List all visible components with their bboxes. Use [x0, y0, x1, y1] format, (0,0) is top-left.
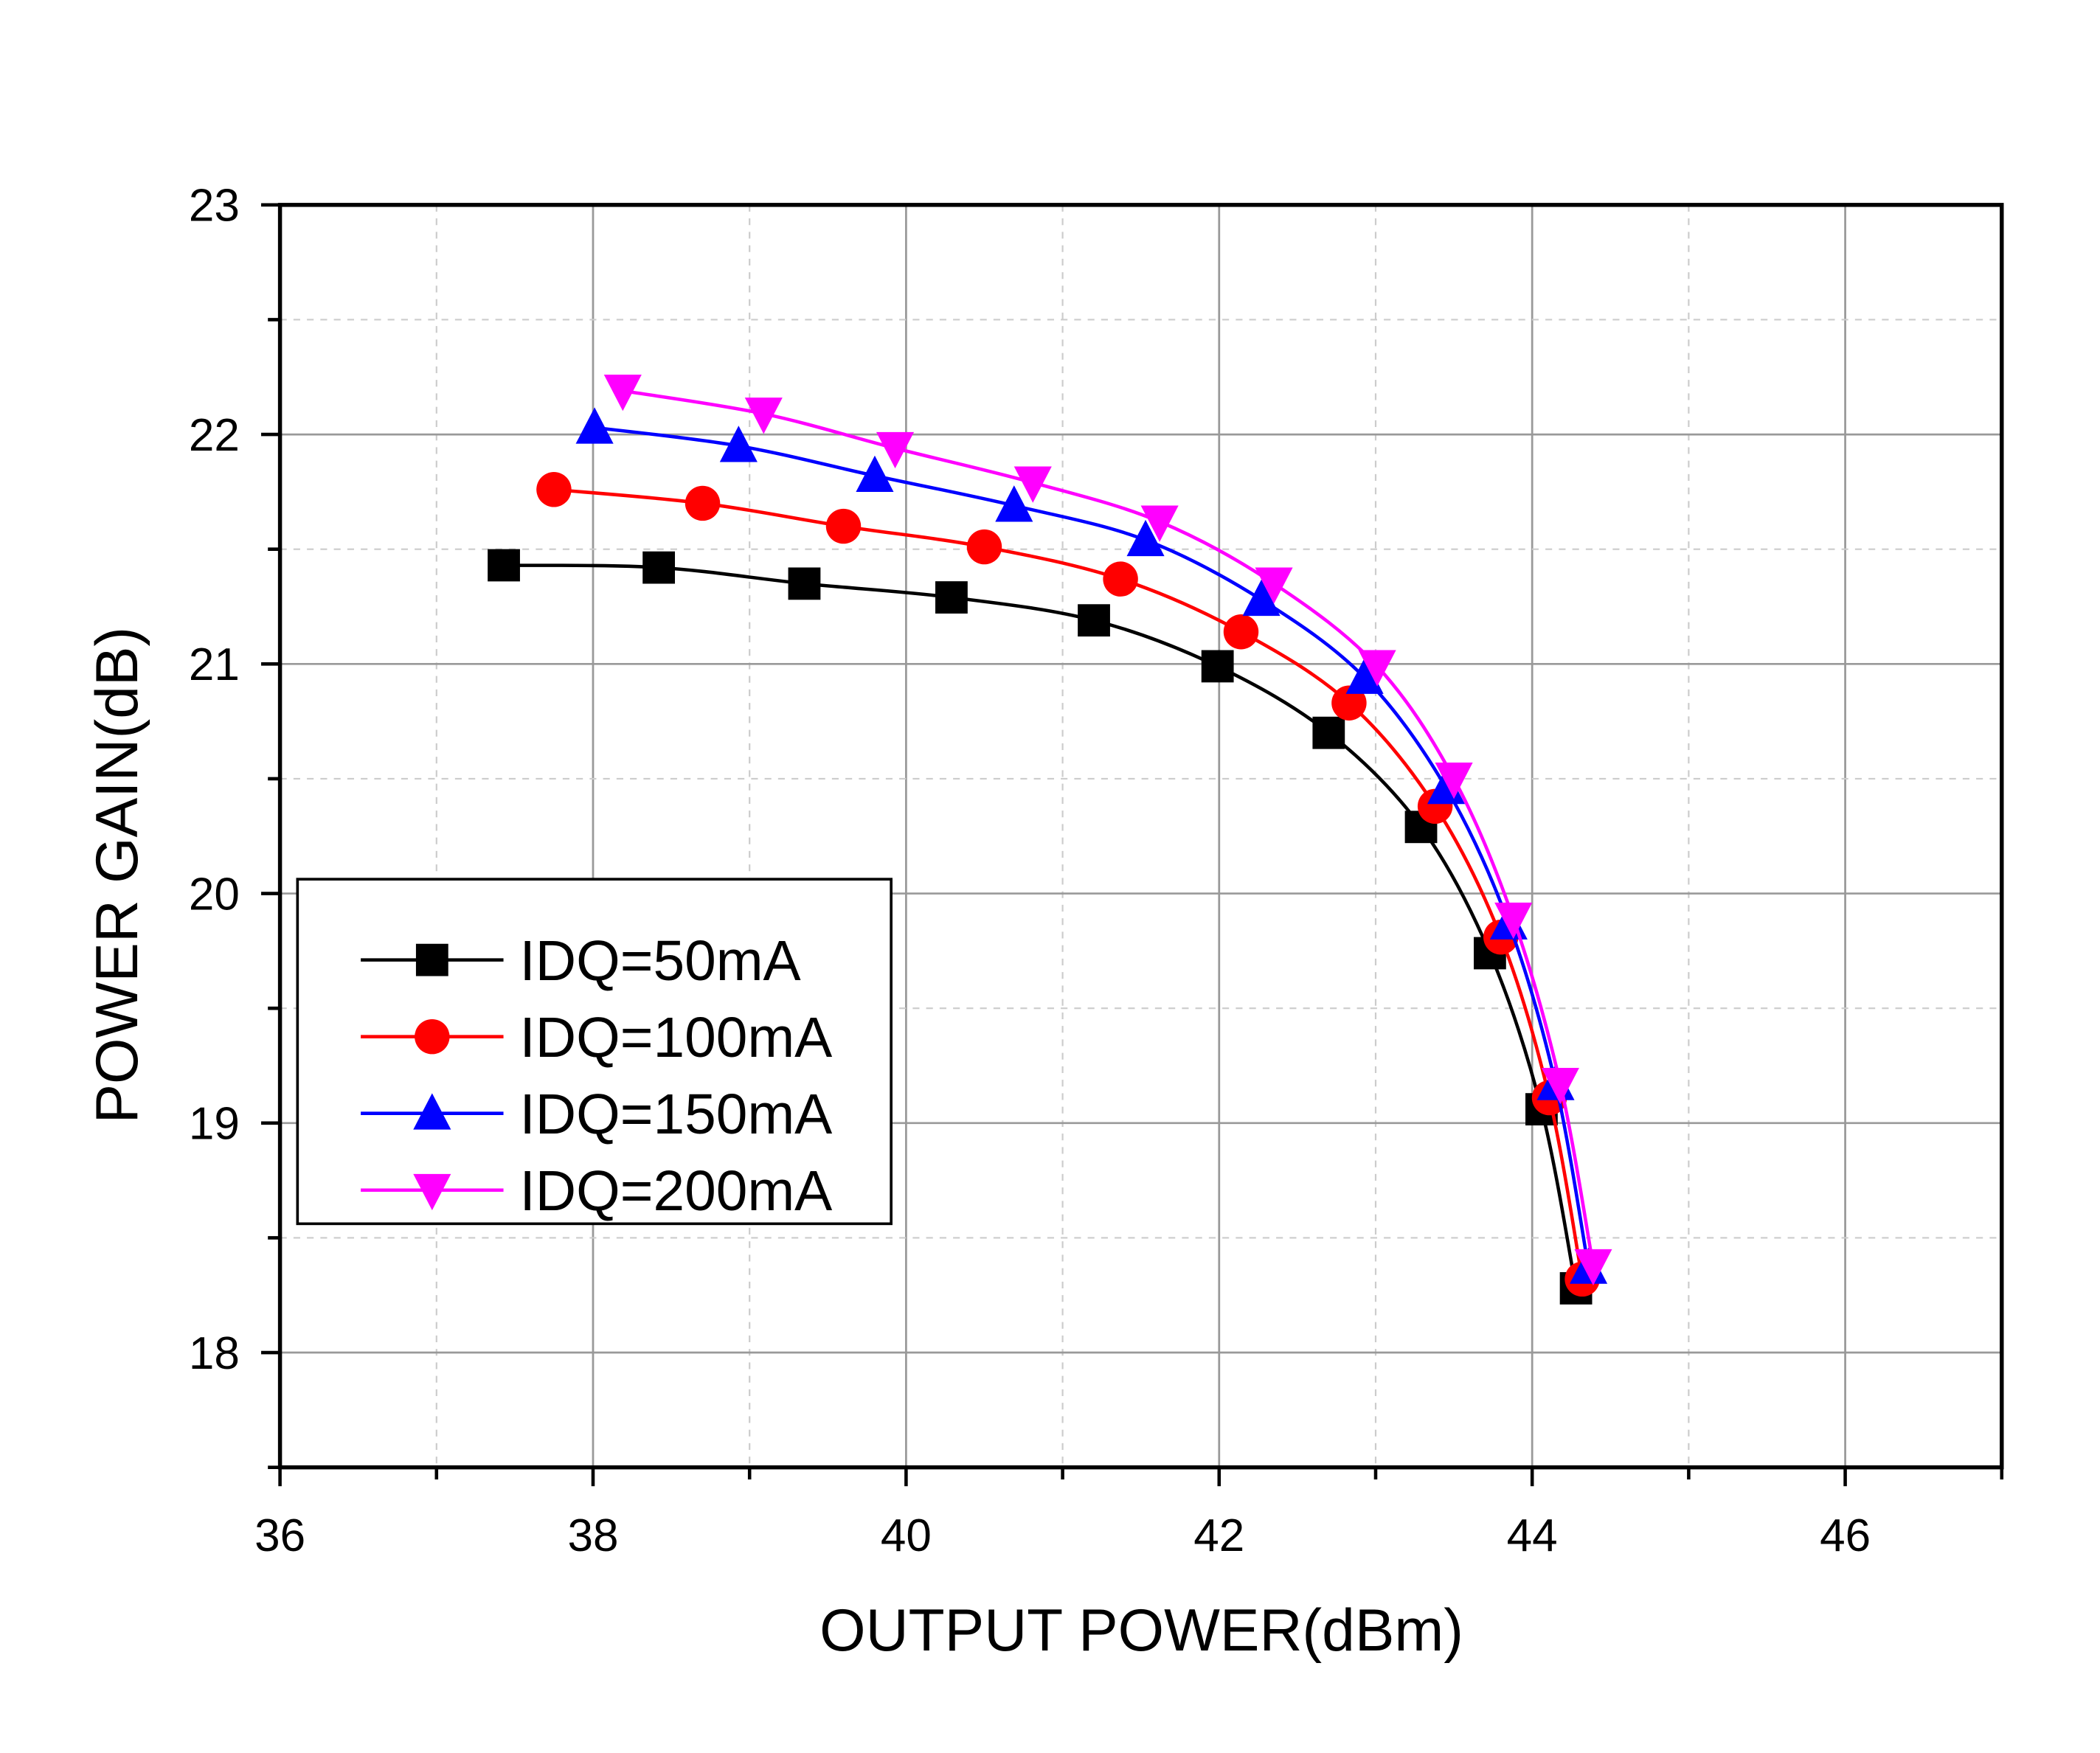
data-point — [1312, 716, 1345, 749]
data-point — [825, 508, 862, 544]
data-point — [1358, 650, 1396, 687]
data-point — [995, 485, 1033, 522]
series-line — [622, 389, 1595, 1266]
legend-marker — [415, 1018, 450, 1055]
ticks: 36 38 40 42 44 46 18 19 20 21 22 23 — [189, 181, 2004, 1561]
legend-label: IDQ=150mA — [519, 1083, 832, 1146]
plot-frame — [277, 203, 2004, 1470]
data-point — [488, 549, 520, 582]
data-point — [788, 567, 821, 600]
data-point — [1345, 657, 1384, 694]
data-point — [876, 431, 915, 469]
y-tick-label: 22 — [189, 410, 240, 461]
data-point — [719, 426, 758, 462]
y-tick-label: 23 — [189, 181, 240, 232]
legend-marker — [415, 943, 448, 976]
data-point — [1574, 1249, 1612, 1286]
data-point — [966, 529, 1002, 565]
y-tick-label: 21 — [189, 639, 240, 690]
data-point — [935, 581, 968, 614]
legend: IDQ=50mA IDQ=100mA IDQ=150mA IDQ=200mA — [296, 878, 893, 1226]
data-point — [744, 398, 783, 434]
series-layer — [488, 375, 1612, 1305]
y-tick-label: 20 — [189, 869, 240, 920]
legend-label: IDQ=50mA — [519, 930, 800, 993]
series-idq-200ma — [603, 375, 1612, 1286]
data-point — [642, 551, 676, 584]
data-point — [1435, 763, 1473, 799]
data-point — [685, 485, 721, 521]
data-point — [575, 407, 614, 444]
data-point — [1331, 685, 1367, 721]
data-point — [1223, 614, 1259, 650]
legend-box — [296, 878, 893, 1226]
y-axis-label: POWER GAIN(dB) — [84, 627, 150, 1124]
grid — [280, 204, 2002, 1468]
x-tick-label: 36 — [254, 1510, 305, 1561]
y-tick-label: 18 — [189, 1328, 240, 1379]
data-point — [1140, 505, 1179, 542]
x-tick-label: 38 — [567, 1510, 618, 1561]
legend-marker — [413, 1093, 451, 1130]
legend-label: IDQ=200mA — [519, 1160, 832, 1223]
data-point — [856, 455, 894, 492]
data-point — [603, 375, 642, 412]
data-point — [1103, 561, 1138, 597]
data-point — [1078, 604, 1110, 637]
y-tick-label: 19 — [189, 1099, 240, 1150]
data-point — [1541, 1067, 1579, 1105]
x-tick-label: 40 — [881, 1510, 932, 1561]
x-tick-label: 46 — [1820, 1510, 1871, 1561]
data-point — [1126, 519, 1165, 557]
data-point — [1201, 650, 1234, 683]
legend-marker — [413, 1173, 451, 1211]
x-tick-label: 42 — [1193, 1510, 1244, 1561]
data-point — [1242, 579, 1281, 617]
legend-label: IDQ=100mA — [519, 1007, 832, 1069]
x-tick-label: 44 — [1507, 1510, 1558, 1561]
data-point — [1013, 466, 1052, 503]
data-point — [536, 472, 572, 507]
data-point — [1494, 902, 1533, 940]
data-point — [1255, 567, 1293, 604]
x-axis-label: OUTPUT POWER(dBm) — [819, 1597, 1463, 1664]
